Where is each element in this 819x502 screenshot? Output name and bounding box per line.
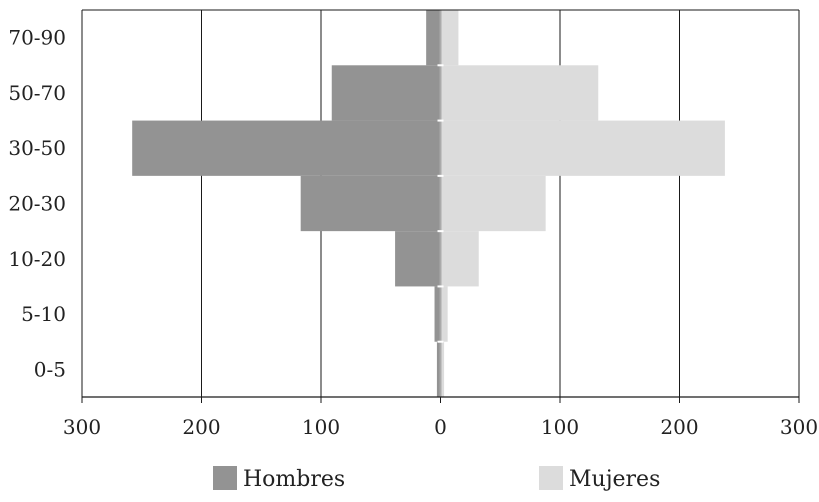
y-tick-label: 50-70 bbox=[8, 81, 66, 105]
x-tick-label: 300 bbox=[63, 415, 101, 439]
bar-mujeres-10-20 bbox=[440, 231, 479, 287]
bar-mujeres-70-90 bbox=[440, 10, 459, 66]
legend-swatch-hombres bbox=[213, 466, 237, 490]
bar-hombres-30-50 bbox=[132, 120, 441, 176]
bars bbox=[132, 10, 725, 397]
y-tick-label: 10-20 bbox=[8, 247, 66, 271]
y-tick-labels: 0-5 5-10 10-20 20-30 30-50 50-70 70-90 bbox=[8, 26, 66, 382]
x-tick-label: 100 bbox=[541, 415, 579, 439]
bar-mujeres-0-5 bbox=[440, 341, 445, 397]
y-tick-label: 30-50 bbox=[8, 136, 66, 160]
bar-hombres-5-10 bbox=[434, 286, 441, 342]
bar-hombres-0-5 bbox=[436, 341, 441, 397]
x-tick-label: 100 bbox=[302, 415, 340, 439]
bar-hombres-20-30 bbox=[300, 175, 441, 232]
x-tick-label: 200 bbox=[660, 415, 698, 439]
x-tick-label: 0 bbox=[434, 415, 447, 439]
bar-hombres-50-70 bbox=[331, 65, 441, 121]
y-tick-label: 70-90 bbox=[8, 26, 66, 50]
axes bbox=[81, 9, 800, 403]
y-tick-label: 0-5 bbox=[34, 357, 66, 381]
legend-swatch-mujeres bbox=[539, 466, 563, 490]
bar-mujeres-30-50 bbox=[440, 120, 725, 176]
bar-mujeres-5-10 bbox=[440, 286, 448, 342]
bar-mujeres-20-30 bbox=[440, 175, 546, 232]
legend-label-mujeres: Mujeres bbox=[569, 467, 660, 492]
y-tick-label: 5-10 bbox=[21, 302, 66, 326]
bar-mujeres-50-70 bbox=[440, 65, 599, 121]
bar-hombres-70-90 bbox=[426, 10, 441, 66]
x-tick-labels: 300 200 100 0 100 200 300 bbox=[63, 415, 818, 439]
legend: Hombres Mujeres bbox=[213, 466, 660, 492]
legend-label-hombres: Hombres bbox=[243, 467, 345, 492]
y-tick-label: 20-30 bbox=[8, 192, 66, 216]
x-tick-label: 200 bbox=[182, 415, 220, 439]
bar-hombres-10-20 bbox=[395, 231, 441, 287]
x-tick-label: 300 bbox=[780, 415, 818, 439]
